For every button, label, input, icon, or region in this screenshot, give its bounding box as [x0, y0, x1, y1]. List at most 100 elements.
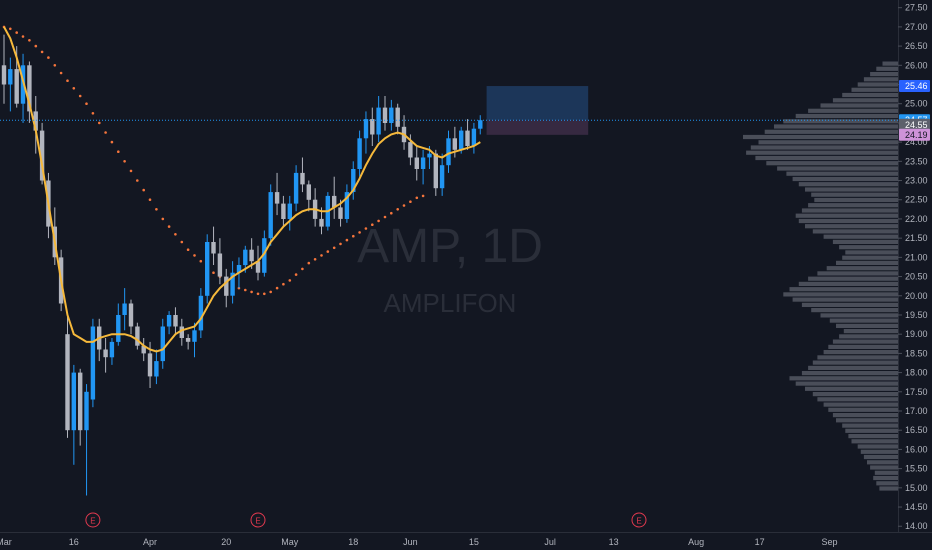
volume-profile-row [828, 407, 899, 412]
slow-ma-point [282, 282, 285, 286]
slow-ma-point [174, 233, 177, 236]
slow-ma-point [193, 254, 196, 257]
candle-body [78, 372, 83, 431]
candle-body [363, 119, 369, 139]
watermark-symbol: AMP, 1D [357, 220, 543, 273]
volume-profile-row [845, 428, 898, 433]
slow-ma-point [66, 79, 69, 82]
candle-body [135, 326, 140, 346]
candle [446, 130, 451, 173]
volume-profile-row [828, 344, 899, 349]
volume-profile-row [836, 260, 898, 265]
candle-body [281, 203, 286, 219]
slow-ma-point [117, 150, 120, 153]
volume-profile-row [758, 140, 898, 145]
time-tick-label: Jul [544, 537, 556, 547]
volume-profile-row [774, 124, 898, 129]
candle-body [8, 69, 13, 85]
candle [287, 195, 292, 231]
candle-body [224, 276, 229, 296]
candle-body [122, 303, 127, 315]
candle-body [103, 349, 108, 358]
volume-profile-row [811, 308, 898, 313]
slow-ma-point [21, 35, 25, 38]
candle [230, 261, 235, 304]
time-tick-label: Aug [688, 537, 704, 547]
candle-body [217, 253, 223, 277]
candle-body [211, 242, 216, 254]
candle [478, 115, 483, 135]
candle-body [293, 172, 299, 204]
price-tick-label: 27.50 [905, 3, 928, 13]
slow-ma-point [129, 169, 133, 173]
candle [217, 238, 223, 285]
slow-ma-point [383, 215, 387, 219]
price-axis[interactable]: 27.5027.0026.5026.0025.5025.0024.5024.00… [898, 0, 928, 532]
position-stop-zone[interactable] [486, 120, 589, 135]
volume-profile-row [798, 281, 898, 286]
volume-profile-row [820, 103, 898, 108]
candle-body [20, 65, 26, 104]
candle-body [439, 165, 445, 189]
position-profit-zone[interactable] [486, 86, 589, 121]
candle [211, 226, 216, 265]
candle [71, 364, 76, 465]
candle-body [287, 203, 292, 219]
volume-profile-row [792, 297, 898, 302]
candle-body [376, 107, 381, 135]
candle-body [300, 172, 305, 185]
candle-body [192, 330, 197, 342]
volume-profile-row [876, 481, 898, 486]
volume-profile-row [842, 92, 898, 98]
price-tick-label: 18.00 [905, 368, 928, 378]
volume-profile-row [805, 187, 898, 192]
volume-profile-row [817, 397, 898, 402]
candle [39, 122, 45, 185]
earnings-marker[interactable]: E [85, 512, 101, 528]
earnings-marker-ring[interactable] [631, 512, 647, 528]
candle-body [249, 249, 254, 262]
candle-body [27, 65, 32, 112]
volume-profile-row [783, 292, 898, 297]
candle-body [185, 338, 191, 342]
earnings-marker[interactable]: E [250, 512, 266, 528]
volume-profile-row [808, 108, 898, 113]
slow-ma-point [212, 271, 215, 275]
slow-ma-point [136, 179, 139, 182]
slow-ma-point [377, 219, 380, 223]
candle-body [205, 242, 210, 296]
slow-ma-point [72, 87, 76, 90]
slow-ma-point [326, 250, 330, 253]
slow-ma-point [332, 246, 336, 250]
candle [389, 99, 394, 131]
volume-profile-row [842, 423, 898, 428]
candle [249, 238, 254, 269]
candle [370, 107, 375, 146]
volume-profile-row [777, 166, 898, 171]
slow-ma-point [199, 259, 203, 263]
slow-ma-point [288, 279, 292, 282]
candle-body [274, 192, 280, 204]
candle-body [306, 184, 311, 200]
time-tick-label: 13 [609, 537, 619, 547]
volume-profile-row [874, 470, 899, 475]
slow-ma-point [301, 267, 304, 271]
volume-profile-row [783, 119, 898, 124]
candle-body [255, 261, 261, 273]
candle-body [14, 69, 19, 104]
slow-ma-point [98, 121, 101, 125]
earnings-marker-ring[interactable] [250, 512, 266, 528]
candle-body [395, 107, 400, 127]
candle-body [109, 341, 115, 358]
earnings-marker[interactable]: E [631, 512, 647, 528]
earnings-marker-ring[interactable] [85, 512, 101, 528]
candle [166, 311, 172, 335]
position-tool[interactable] [486, 86, 589, 135]
volume-profile-row [795, 381, 898, 386]
slow-ma-point [161, 217, 165, 221]
volume-profile-row [870, 465, 898, 470]
time-axis[interactable]: Mar 16 Apr 20 May 18 Jun 15 Jul 13 Aug 17 Sep [0, 532, 932, 548]
